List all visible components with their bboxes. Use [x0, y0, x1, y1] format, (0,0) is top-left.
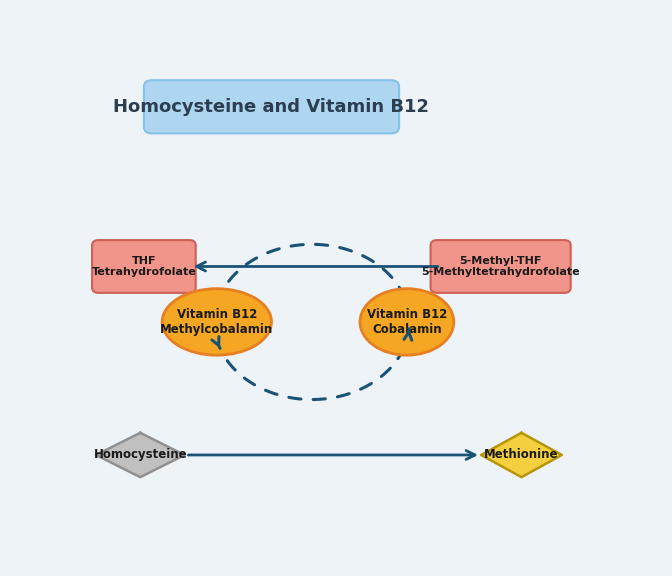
FancyBboxPatch shape — [431, 240, 571, 293]
Text: Vitamin B12
Methylcobalamin: Vitamin B12 Methylcobalamin — [160, 308, 274, 336]
Text: Methionine: Methionine — [485, 449, 558, 461]
Text: 5-Methyl-THF
5-Methyltetrahydrofolate: 5-Methyl-THF 5-Methyltetrahydrofolate — [421, 256, 580, 277]
Ellipse shape — [162, 289, 271, 355]
Text: Homocysteine and Vitamin B12: Homocysteine and Vitamin B12 — [114, 98, 429, 116]
Polygon shape — [481, 433, 562, 477]
FancyBboxPatch shape — [144, 80, 399, 134]
Ellipse shape — [360, 289, 454, 355]
Text: Homocysteine: Homocysteine — [93, 449, 187, 461]
FancyBboxPatch shape — [92, 240, 196, 293]
Text: Vitamin B12
Cobalamin: Vitamin B12 Cobalamin — [367, 308, 447, 336]
Polygon shape — [96, 433, 185, 477]
Text: THF
Tetrahydrofolate: THF Tetrahydrofolate — [91, 256, 196, 277]
